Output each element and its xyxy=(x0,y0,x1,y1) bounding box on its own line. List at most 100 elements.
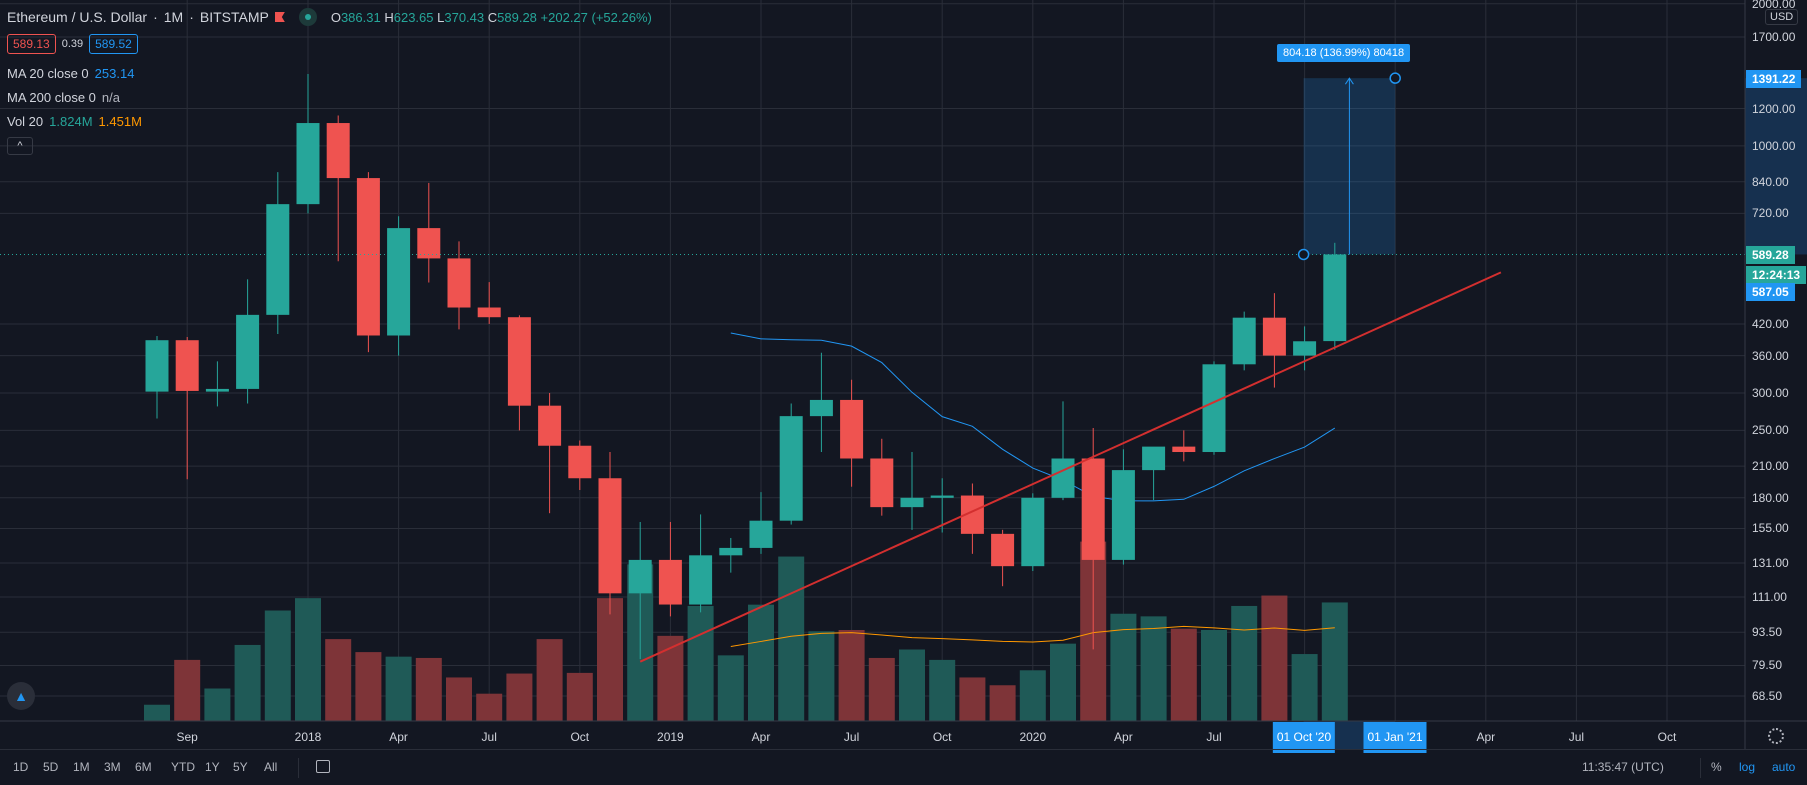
volume-bar xyxy=(687,605,714,721)
candle-body xyxy=(930,495,954,498)
volume-bar xyxy=(778,556,805,721)
time-tick-label: Oct xyxy=(570,730,590,744)
volume-bar xyxy=(476,693,503,721)
volume-bar xyxy=(566,672,593,721)
time-tick-label: 2020 xyxy=(1019,730,1047,744)
time-tick-label: Oct xyxy=(1657,730,1677,744)
volume-bar xyxy=(1170,628,1197,721)
symbol-title[interactable]: Ethereum / U.S. Dollar xyxy=(7,9,148,25)
price-tick-label: 93.50 xyxy=(1752,625,1783,640)
time-tick-label: Jul xyxy=(1568,730,1585,744)
range-button-5y[interactable]: 5Y xyxy=(233,760,248,774)
range-button-1d[interactable]: 1D xyxy=(13,760,29,774)
volume-bar xyxy=(415,657,442,721)
volume-ma-line xyxy=(730,625,1335,647)
candle-body xyxy=(568,445,592,479)
candle-body xyxy=(1202,364,1226,453)
volume-bar xyxy=(355,652,382,721)
candle-body xyxy=(205,388,229,392)
auto-toggle[interactable]: auto xyxy=(1772,760,1796,774)
volume-legend[interactable]: Vol 20 1.824M 1.451M xyxy=(7,114,142,129)
candle-body xyxy=(840,399,864,459)
currency-label[interactable]: USD xyxy=(1765,9,1799,25)
price-tick-label: 360.00 xyxy=(1752,348,1789,363)
volume-bar xyxy=(446,677,472,721)
range-button-3m[interactable]: 3M xyxy=(104,760,121,774)
candle-body xyxy=(417,228,441,259)
price-tick-label: 250.00 xyxy=(1752,423,1789,438)
volume-bar xyxy=(748,604,774,721)
price-chart[interactable] xyxy=(0,0,1807,749)
candle-body xyxy=(658,559,682,605)
log-toggle[interactable]: log xyxy=(1739,760,1756,774)
price-tick-label: 1200.00 xyxy=(1752,101,1796,116)
candle-body xyxy=(477,307,501,318)
range-button-1m[interactable]: 1M xyxy=(73,760,90,774)
ma20-line xyxy=(730,332,1336,502)
candle-body xyxy=(598,478,622,594)
percent-toggle[interactable]: % xyxy=(1711,760,1722,774)
ma20-legend[interactable]: MA 20 close 0 253.14 xyxy=(7,66,135,81)
candle-body xyxy=(175,340,199,391)
exchange: BITSTAMP xyxy=(199,9,269,25)
time-tick-label: 2018 xyxy=(294,730,322,744)
time-tick-label: Sep xyxy=(176,730,198,744)
candle-body xyxy=(960,495,984,534)
candle-body xyxy=(447,258,471,308)
candle-body xyxy=(628,559,652,594)
volume-bar xyxy=(989,685,1016,721)
volume-bar xyxy=(506,673,533,721)
price-tick-label: 1700.00 xyxy=(1752,30,1796,45)
volume-bar xyxy=(838,630,865,721)
measure-arrowhead-icon xyxy=(1344,77,1354,85)
ohlc-values: O386.31 H623.65 L370.43 C589.28 +202.27 … xyxy=(330,9,652,25)
volume-bar xyxy=(1019,670,1046,721)
candle-body xyxy=(507,317,531,406)
bar-countdown-label: 12:24:13 xyxy=(1746,266,1807,284)
collapse-legend-button[interactable]: ^ xyxy=(7,137,33,155)
volume-bar xyxy=(1231,605,1258,721)
tradingview-logo[interactable]: ▲ xyxy=(7,682,35,710)
price-tick-label: 2000.00 xyxy=(1752,0,1796,11)
measure-range-axis-shade xyxy=(1745,78,1807,255)
buy-price-button[interactable]: 589.52 xyxy=(89,34,138,54)
volume-bar xyxy=(325,639,352,721)
candle-body xyxy=(809,399,833,417)
volume-bar xyxy=(868,657,895,721)
volume-bar xyxy=(144,704,170,721)
candle-body xyxy=(266,204,290,315)
candle-body xyxy=(1293,341,1317,356)
candle-body xyxy=(749,520,773,548)
flag-icon[interactable] xyxy=(274,12,285,22)
candle-body xyxy=(1111,470,1135,560)
ma200-legend[interactable]: MA 200 close 0 n/a xyxy=(7,90,120,105)
clock[interactable]: 11:35:47 (UTC) xyxy=(1582,760,1664,774)
bottom-toolbar: 1D 5D 1M 3M 6M YTD 1Y 5Y All 11:35:47 (UTC) % lo… xyxy=(0,749,1807,785)
candle-body xyxy=(387,228,411,336)
price-tick-label: 68.50 xyxy=(1752,689,1783,704)
calendar-goto-icon[interactable] xyxy=(316,760,330,773)
candle-body xyxy=(1021,497,1045,567)
volume-bar xyxy=(1321,602,1348,721)
range-button-ytd[interactable]: YTD xyxy=(171,760,195,774)
price-tick-label: 300.00 xyxy=(1752,385,1789,400)
candle-body xyxy=(779,416,803,521)
settings-gear-icon[interactable] xyxy=(1768,728,1784,744)
time-highlight-end: 01 Jan '21 xyxy=(1363,722,1427,753)
volume-bar xyxy=(234,644,261,721)
interval[interactable]: 1M xyxy=(163,9,184,25)
price-tick-label: 180.00 xyxy=(1752,490,1789,505)
volume-bar xyxy=(1140,616,1167,721)
volume-bar xyxy=(899,649,925,721)
range-button-6m[interactable]: 6M xyxy=(135,760,152,774)
range-button-1y[interactable]: 1Y xyxy=(205,760,220,774)
price-tick-label: 111.00 xyxy=(1752,590,1787,604)
candle-body xyxy=(719,547,743,556)
range-button-5d[interactable]: 5D xyxy=(43,760,59,774)
range-button-all[interactable]: All xyxy=(264,760,278,774)
time-tick-label: Jul xyxy=(843,730,860,744)
candle-body xyxy=(1142,446,1166,471)
volume-bar xyxy=(959,677,986,721)
volume-bar xyxy=(536,639,563,721)
sell-price-button[interactable]: 589.13 xyxy=(7,34,56,54)
